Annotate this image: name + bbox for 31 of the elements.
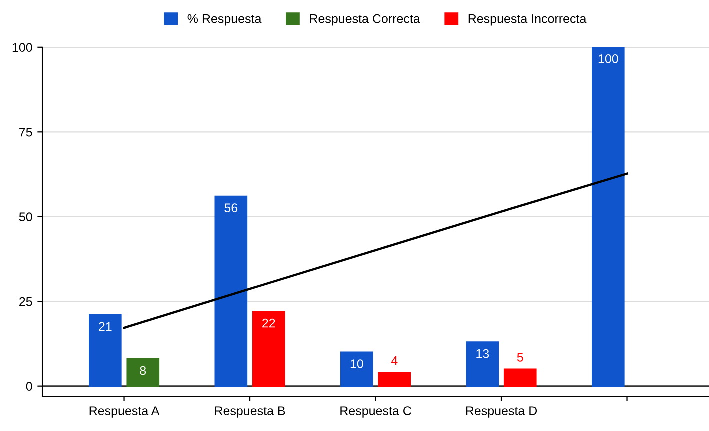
legend-label: Respuesta Correcta <box>310 14 420 26</box>
bar <box>378 372 412 388</box>
x-tick-label: Respuesta A <box>90 406 160 418</box>
legend-label: Respuesta Incorrecta <box>468 14 587 26</box>
legend-label: % Respuesta <box>188 14 262 26</box>
data-label: 21 <box>99 322 112 332</box>
y-tick-label: 100 <box>12 43 32 52</box>
y-tick-label: 75 <box>20 128 32 137</box>
y-tick-label: 50 <box>19 212 32 222</box>
data-label: 13 <box>476 349 490 358</box>
bar <box>214 196 248 388</box>
data-label: 56 <box>224 204 238 213</box>
bar <box>252 311 286 388</box>
data-label: 8 <box>140 366 146 376</box>
y-tick-label: 25 <box>20 297 32 306</box>
data-label: 5 <box>517 353 524 362</box>
y-tick-label: 0 <box>26 382 32 392</box>
bar <box>89 314 122 388</box>
data-label: 4 <box>391 356 398 366</box>
bar <box>466 342 500 388</box>
line-series <box>123 172 628 330</box>
x-tick-label: Respuesta C <box>340 406 412 418</box>
bar <box>592 47 625 388</box>
bar <box>340 352 374 388</box>
data-label: 22 <box>262 318 276 328</box>
x-tick-label: Respuesta D <box>466 406 538 418</box>
bar <box>126 358 160 388</box>
x-tick-label: Respuesta B <box>215 406 286 418</box>
bar <box>504 368 537 388</box>
data-label: 10 <box>350 360 364 368</box>
data-label: 100 <box>598 54 618 64</box>
